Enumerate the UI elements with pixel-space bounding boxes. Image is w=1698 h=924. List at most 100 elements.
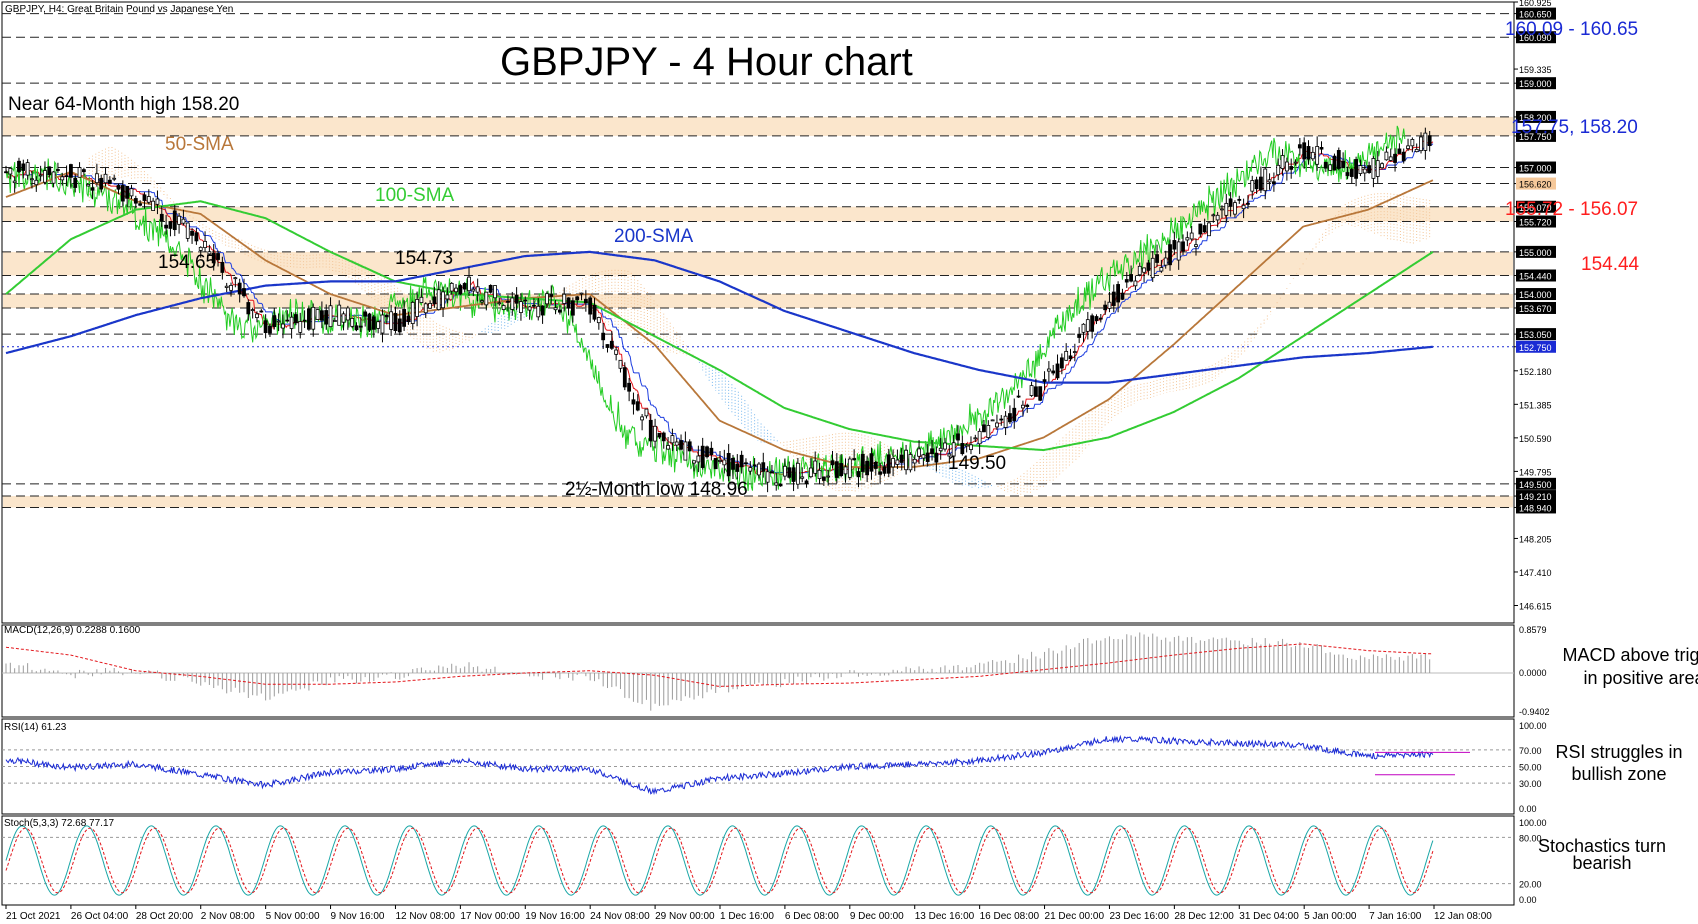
candle-body [480,300,484,303]
label-154-65: 154.65 [158,252,216,273]
candle-body [376,321,381,329]
candle-body [830,460,835,466]
candle-body [614,349,619,355]
time-label: 19 Nov 16:00 [525,911,585,919]
candle-body [268,325,272,334]
candle-body [986,425,991,438]
candle-body [982,424,986,433]
candle-body [821,476,826,481]
price-tag-bg [1516,490,1556,503]
candle-body [1358,165,1363,174]
candle-body [1349,169,1354,177]
stoch-axis-label: 80.00 [1519,833,1542,843]
candle-body [328,305,333,328]
candle-body [129,188,134,197]
candle-body [891,458,895,468]
candle-body [393,313,398,332]
candle-body [1414,148,1419,153]
candle-body [899,454,904,463]
candle-body [471,288,476,292]
candle-body [1427,135,1432,147]
candle-body [77,167,82,178]
candle-body [869,453,874,472]
rsi-axis-label: 100.00 [1519,721,1547,731]
price-tag-label: 158.200 [1519,113,1552,123]
candle-body [38,174,43,177]
candle-body [198,246,203,251]
time-label: 17 Nov 00:00 [460,911,520,919]
candle-body [1172,240,1177,250]
time-label: 13 Dec 16:00 [915,911,975,919]
candle-body [371,316,376,330]
candle-body [1176,241,1181,261]
candle-body [956,433,960,441]
time-label: 26 Oct 04:00 [71,911,129,919]
candle-body [1328,164,1333,171]
candle-body [545,293,549,305]
price-tag-bg [1516,161,1556,174]
candle-body [791,467,796,482]
candle-body [276,320,281,323]
candle-body [709,447,714,455]
candle-body [1207,222,1211,237]
candle-body [744,462,748,465]
candle-body [1393,153,1397,163]
panel-frame [1,1,1515,624]
candle-body [765,471,770,483]
candle-body [224,285,229,288]
candle-body [415,299,419,317]
candle-body [449,282,454,292]
candle-body [995,422,999,428]
candle-body [103,173,108,184]
price-tag-label: 155.000 [1519,248,1552,258]
candle-body [164,224,169,229]
candle-body [1042,379,1047,382]
candle-body [1189,232,1194,240]
price-tag-bg [1516,477,1556,490]
candle-body [255,313,259,319]
candle-body [1129,274,1133,282]
rsi-axis-label: 0.00 [1519,804,1537,814]
candle-body [917,448,921,457]
candle-body [800,476,805,479]
candle-body [289,316,294,329]
candle-body [285,319,290,322]
candle-body [1016,395,1021,398]
candle-body [1012,407,1017,421]
candle-body [1077,333,1082,338]
candle-body [155,198,160,205]
candle-body [1046,368,1051,372]
price-label: 160.925 [1519,0,1552,8]
candle-body [34,179,39,186]
candle-body [384,314,389,318]
candle-body [852,458,857,461]
candle-body [501,305,506,310]
candle-body [532,304,536,307]
candle-body [605,344,610,348]
panel-frame [1,624,1515,718]
candle-body [337,304,342,326]
time-label: 24 Nov 08:00 [590,911,650,919]
candle-body [1090,315,1095,332]
zone-band [3,251,1513,276]
candle-body [1142,267,1146,273]
candle-body [687,441,692,452]
candle-body [1081,323,1086,333]
candle-body [1159,267,1164,272]
candle-body [1228,198,1233,207]
candle-body [1163,257,1168,266]
candle-body [207,251,212,255]
price-tag-bg [1516,288,1556,301]
label-200-sma: 200-SMA [614,226,694,247]
candle-body [627,382,632,392]
candle-body [973,437,978,440]
candle-body [380,314,385,334]
candle-body [739,454,744,468]
price-tag-bg [1516,7,1556,20]
candle-body [817,469,822,479]
zone-band [3,496,1513,508]
price-tag-bg [1516,328,1556,341]
sma100-line [5,200,1434,452]
candle-body [319,310,324,321]
candle-body [878,471,883,475]
